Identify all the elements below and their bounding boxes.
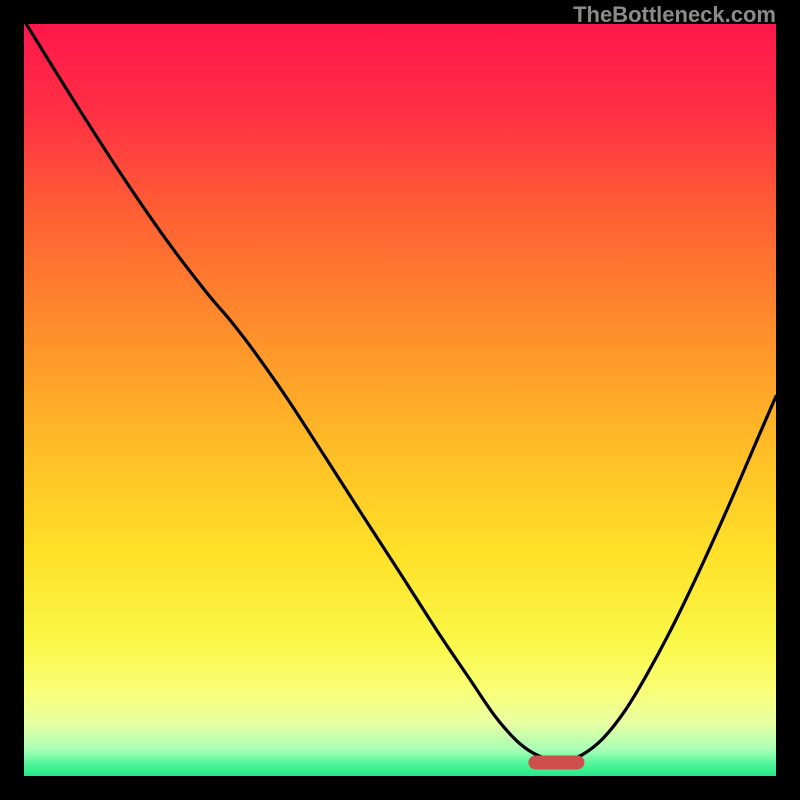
watermark-label: TheBottleneck.com <box>573 2 776 28</box>
optimal-marker <box>528 755 584 769</box>
curve-overlay <box>0 0 800 800</box>
bottleneck-curve <box>26 24 776 761</box>
chart-root: TheBottleneck.com <box>0 0 800 800</box>
